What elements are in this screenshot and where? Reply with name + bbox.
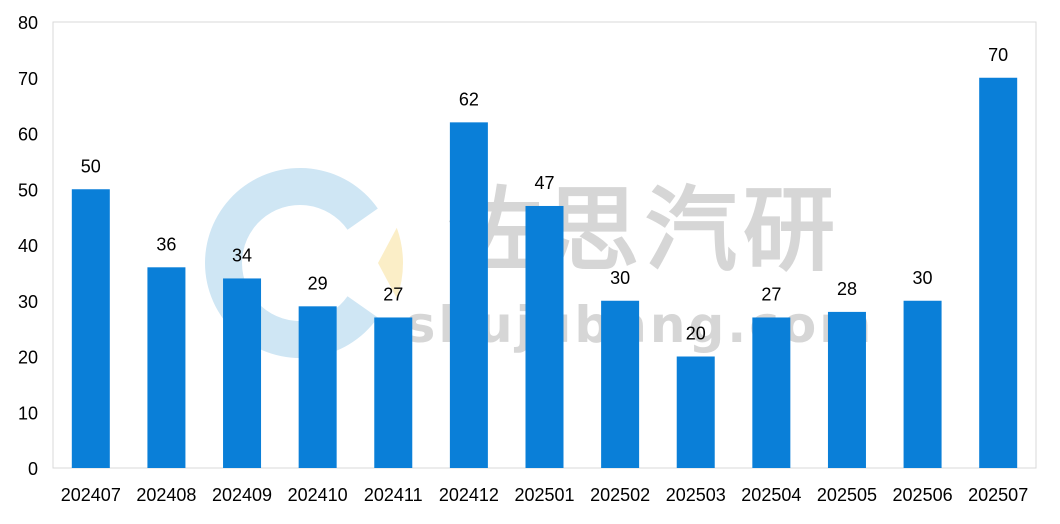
bar — [223, 278, 262, 468]
x-tick-label: 202507 — [968, 485, 1028, 505]
y-tick-label: 40 — [18, 236, 38, 256]
bar — [752, 317, 791, 468]
y-tick-label: 20 — [18, 348, 38, 368]
bar — [525, 205, 564, 468]
data-label: 36 — [156, 234, 176, 254]
data-label: 20 — [686, 324, 706, 344]
x-tick-label: 202505 — [817, 485, 877, 505]
y-tick-label: 50 — [18, 180, 38, 200]
y-tick-label: 60 — [18, 125, 38, 145]
y-tick-label: 70 — [18, 69, 38, 89]
x-tick-label: 202501 — [514, 485, 574, 505]
y-axis: 0 10 20 30 40 50 60 70 80 — [18, 13, 38, 479]
bar — [676, 356, 715, 468]
y-tick-label: 30 — [18, 292, 38, 312]
x-tick-label: 202410 — [288, 485, 348, 505]
data-label: 30 — [610, 268, 630, 288]
data-label: 50 — [81, 156, 101, 176]
x-tick-label: 202504 — [741, 485, 801, 505]
bar — [147, 267, 186, 468]
data-label: 62 — [459, 89, 479, 109]
bar — [601, 300, 640, 468]
bar — [827, 311, 866, 468]
x-tick-label: 202411 — [364, 485, 423, 505]
bar — [903, 300, 942, 468]
x-tick-label: 202502 — [590, 485, 650, 505]
bar — [71, 189, 110, 468]
y-tick-label: 0 — [28, 459, 38, 479]
watermark-title: 佐思汽研 — [448, 177, 841, 284]
x-tick-label: 202412 — [439, 485, 499, 505]
x-tick-label: 202503 — [666, 485, 726, 505]
bar — [374, 317, 413, 468]
data-label: 29 — [308, 273, 328, 293]
x-tick-label: 202408 — [136, 485, 196, 505]
watermark-logo-wedge — [378, 227, 403, 299]
data-labels: 50 36 34 29 27 62 47 30 20 27 28 30 70 — [81, 45, 1008, 344]
x-axis: 202407 202408 202409 202410 202411 202412 2025… — [61, 485, 1028, 505]
data-label: 27 — [383, 284, 403, 304]
data-label: 30 — [913, 268, 933, 288]
data-label: 27 — [761, 284, 781, 304]
data-label: 70 — [988, 45, 1008, 65]
bars — [71, 77, 1018, 468]
data-label: 34 — [232, 245, 252, 265]
y-tick-label: 10 — [18, 403, 38, 423]
y-tick-label: 80 — [18, 13, 38, 33]
bar — [449, 122, 488, 468]
x-tick-label: 202506 — [893, 485, 953, 505]
bar — [979, 77, 1018, 468]
x-tick-label: 202409 — [212, 485, 272, 505]
data-label: 47 — [534, 173, 554, 193]
data-label: 28 — [837, 279, 857, 299]
x-tick-label: 202407 — [61, 485, 121, 505]
bar — [298, 306, 337, 468]
